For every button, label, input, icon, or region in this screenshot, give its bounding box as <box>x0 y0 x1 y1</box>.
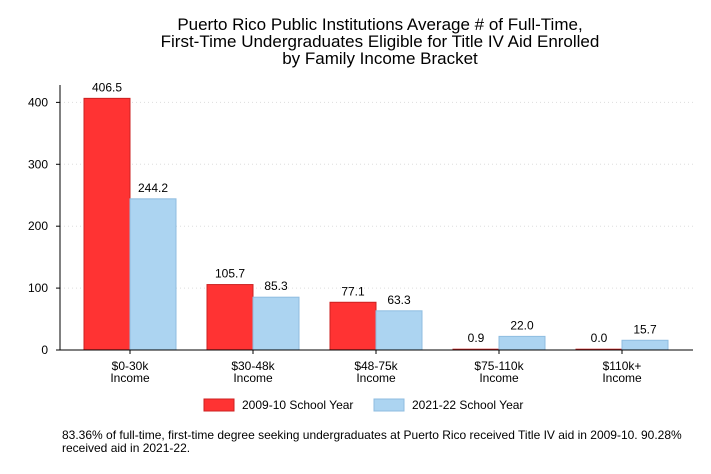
bars <box>83 97 669 351</box>
data-label: 406.5 <box>92 80 122 94</box>
x-axis: $0-30kIncome$30-48kIncome$48-75kIncome$7… <box>60 349 693 385</box>
x-tick-label: $48-75k <box>354 359 398 373</box>
footnote: 83.36% of full-time, first-time degree s… <box>62 428 682 455</box>
bar <box>498 335 546 351</box>
legend-swatch <box>203 398 235 412</box>
y-tick-label: 300 <box>28 157 48 171</box>
bar <box>252 296 300 351</box>
bar <box>621 339 669 351</box>
x-tick-label: $110k+ <box>603 359 642 373</box>
bar <box>83 97 131 351</box>
bar <box>206 284 254 351</box>
data-labels: 406.5 244.2 105.7 85.3 77.1 63.3 0.9 22.0 0.0 15.… <box>92 80 657 345</box>
data-label: 0.0 <box>591 331 608 345</box>
data-label: 63.3 <box>387 293 411 307</box>
chart-title-line: Puerto Rico Public Institutions Average … <box>177 15 582 34</box>
x-tick-label: Income <box>110 371 150 385</box>
x-tick-label: $30-48k <box>231 359 275 373</box>
bar <box>129 198 177 351</box>
data-label: 0.9 <box>468 331 485 345</box>
legend-label: 2021-22 School Year <box>412 398 523 412</box>
chart-title: Puerto Rico Public Institutions Average … <box>161 15 600 68</box>
bar <box>329 301 377 351</box>
data-label: 77.1 <box>341 284 365 298</box>
chart-title-line: First-Time Undergraduates Eligible for T… <box>161 32 600 51</box>
bar <box>375 310 423 351</box>
x-tick-label: Income <box>602 371 642 385</box>
x-tick-label: Income <box>356 371 396 385</box>
y-tick-label: 400 <box>28 95 48 109</box>
data-label: 85.3 <box>264 279 288 293</box>
legend: 2009-10 School Year 2021-22 School Year <box>203 398 523 412</box>
legend-swatch <box>373 398 405 412</box>
chart-title-line: by Family Income Bracket <box>282 49 478 68</box>
x-tick-label: $75-110k <box>474 359 524 373</box>
x-tick-label: $0-30k <box>112 359 150 373</box>
y-axis: 0 100 200 300 400 <box>28 85 61 357</box>
data-label: 244.2 <box>138 181 168 195</box>
data-label: 15.7 <box>633 322 657 336</box>
y-tick-label: 100 <box>28 281 48 295</box>
x-tick-label: Income <box>479 371 519 385</box>
data-label: 105.7 <box>215 267 245 281</box>
legend-label: 2009-10 School Year <box>242 398 353 412</box>
x-tick-label: Income <box>233 371 273 385</box>
gridlines <box>60 101 693 289</box>
y-tick-label: 0 <box>41 343 48 357</box>
data-label: 22.0 <box>510 318 534 332</box>
y-tick-label: 200 <box>28 219 48 233</box>
